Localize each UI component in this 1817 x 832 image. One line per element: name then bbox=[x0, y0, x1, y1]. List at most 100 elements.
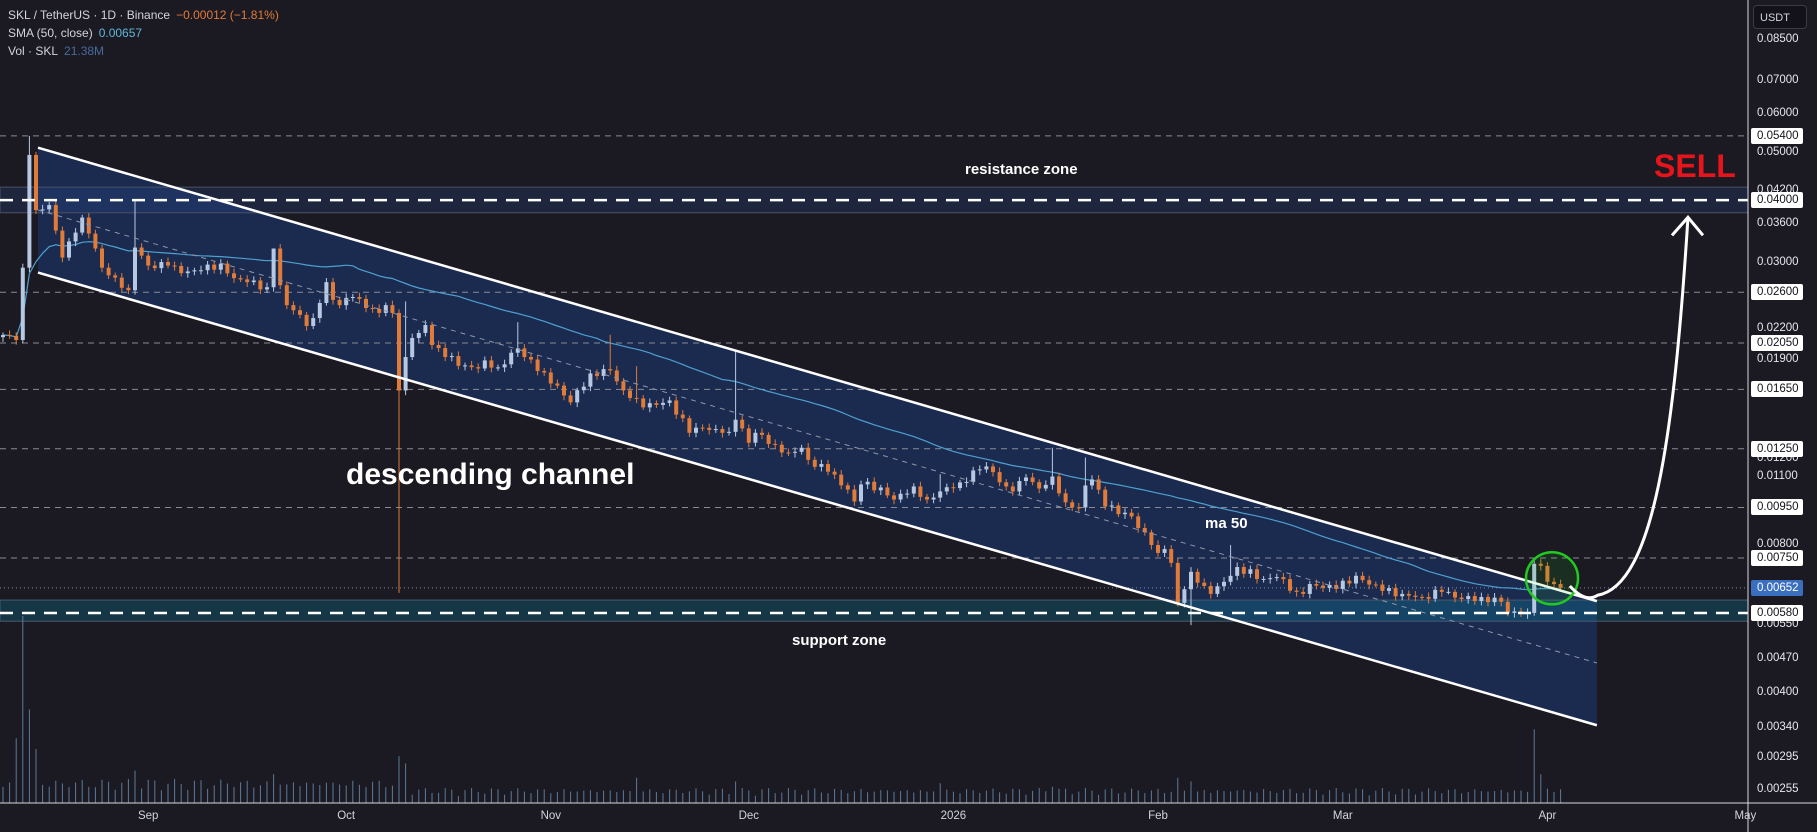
candle bbox=[760, 428, 764, 440]
candle bbox=[20, 263, 25, 344]
candle bbox=[786, 448, 791, 457]
legend-symbol-row[interactable]: SKL / TetherUS · 1D · Binance −0.00012 (−… bbox=[8, 8, 285, 22]
candle bbox=[152, 260, 157, 272]
candle bbox=[832, 468, 837, 480]
candle bbox=[1010, 482, 1015, 496]
volume-bar bbox=[682, 793, 684, 803]
candle bbox=[245, 275, 250, 287]
candle bbox=[806, 443, 811, 465]
volume-bar bbox=[979, 792, 981, 803]
candle-body bbox=[911, 486, 916, 494]
resistance-price-label: 0.04000 bbox=[1751, 192, 1803, 209]
time-tick-label: Feb bbox=[1148, 810, 1168, 822]
volume-bar bbox=[365, 787, 367, 803]
volume-bar bbox=[147, 779, 149, 803]
candle-body bbox=[687, 418, 692, 433]
candle bbox=[27, 135, 32, 273]
price-tick-label: 0.02200 bbox=[1757, 321, 1799, 334]
candle bbox=[482, 356, 487, 372]
volume-bar bbox=[1533, 729, 1535, 803]
candle-body bbox=[1248, 569, 1253, 574]
candle bbox=[1281, 572, 1286, 584]
candle-body bbox=[1307, 584, 1312, 594]
candle bbox=[331, 277, 335, 305]
candle-body bbox=[1063, 493, 1068, 503]
candle-body bbox=[423, 325, 428, 333]
volume-bar bbox=[286, 784, 288, 803]
volume-bar bbox=[1150, 790, 1152, 803]
candle-body bbox=[991, 466, 995, 473]
candle-body bbox=[1413, 595, 1418, 597]
candle bbox=[852, 485, 857, 506]
candle bbox=[502, 359, 507, 372]
candle bbox=[47, 201, 52, 214]
legend-volume-row[interactable]: Vol · SKL 21.38M bbox=[8, 44, 110, 58]
candle-body bbox=[885, 487, 890, 496]
candle bbox=[1050, 447, 1055, 490]
volume-bar bbox=[101, 779, 103, 803]
legend-sma-row[interactable]: SMA (50, close) 0.00657 bbox=[8, 26, 148, 40]
volume-bar bbox=[504, 794, 506, 803]
volume-bar bbox=[530, 793, 532, 803]
candle-body bbox=[746, 428, 751, 443]
volume-bar bbox=[1335, 788, 1337, 803]
candle-body bbox=[430, 325, 434, 346]
candle bbox=[185, 266, 190, 278]
candle-body bbox=[1274, 577, 1279, 579]
volume-bar bbox=[1137, 790, 1139, 803]
candle-body bbox=[126, 287, 131, 291]
volume-bar bbox=[807, 790, 809, 803]
candle-body bbox=[370, 308, 375, 310]
volume-bar bbox=[180, 784, 182, 803]
volume-bar bbox=[642, 791, 644, 803]
candle-body bbox=[1538, 563, 1543, 566]
candle bbox=[733, 351, 738, 437]
volume-bar bbox=[220, 779, 222, 803]
candle bbox=[383, 302, 388, 317]
candle bbox=[496, 364, 500, 371]
candle bbox=[997, 467, 1002, 487]
ma-50-label: ma 50 bbox=[1205, 515, 1248, 532]
volume-bar bbox=[721, 788, 723, 803]
candle-body bbox=[205, 264, 210, 271]
candle-body bbox=[1156, 544, 1160, 553]
time-tick-label: Sep bbox=[137, 810, 159, 822]
candle bbox=[628, 386, 632, 402]
candle-body bbox=[575, 390, 580, 403]
candle-body bbox=[1301, 591, 1306, 594]
candle-body bbox=[1162, 549, 1167, 553]
candle-body bbox=[680, 414, 685, 419]
candle bbox=[344, 293, 349, 310]
candle bbox=[1208, 581, 1213, 599]
volume-bar bbox=[1454, 789, 1456, 803]
volume-bar bbox=[273, 774, 275, 803]
candle-body bbox=[984, 466, 989, 470]
candle bbox=[390, 300, 395, 318]
candle bbox=[964, 477, 969, 488]
candle-body bbox=[476, 367, 481, 369]
candle-body bbox=[1420, 596, 1424, 598]
candle bbox=[212, 260, 217, 274]
volume-bar bbox=[834, 788, 836, 803]
volume-bar bbox=[451, 789, 453, 803]
candle-body bbox=[819, 464, 824, 467]
candle bbox=[938, 474, 943, 503]
volume-bar bbox=[754, 795, 756, 803]
candle-body bbox=[1486, 596, 1490, 603]
candle bbox=[865, 477, 870, 490]
candle-body bbox=[1400, 593, 1405, 597]
candle-body bbox=[661, 402, 665, 405]
candle bbox=[898, 489, 903, 503]
candle bbox=[1486, 593, 1490, 607]
candle bbox=[1294, 587, 1299, 597]
candle-body bbox=[383, 305, 388, 313]
candle bbox=[1512, 607, 1517, 618]
volume-bar bbox=[741, 787, 743, 803]
candle bbox=[529, 353, 533, 364]
currency-button[interactable]: USDT bbox=[1753, 5, 1807, 29]
volume-bar bbox=[1157, 789, 1159, 803]
candle bbox=[575, 387, 580, 408]
candle-body bbox=[337, 299, 342, 306]
